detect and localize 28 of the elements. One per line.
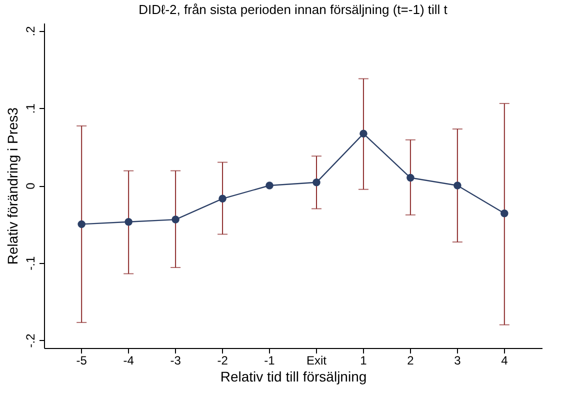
x-tick-label: -4 (123, 354, 134, 368)
y-tick-label: .1 (24, 103, 38, 114)
x-tick-label: 1 (360, 354, 368, 368)
x-tick-label: 3 (454, 354, 462, 368)
y-tick-label: -.1 (24, 256, 38, 270)
point (500, 209, 508, 218)
point (406, 174, 414, 182)
y-tick-label: 0 (24, 182, 38, 190)
x-tick-label: Exit (306, 354, 328, 368)
x-tick-label: -2 (217, 354, 228, 368)
point (360, 130, 368, 138)
point (454, 182, 462, 190)
point (172, 216, 180, 224)
y-tick-label: .2 (24, 26, 38, 36)
x-axis-title: Relativ tid till försäljning (220, 368, 367, 384)
point (266, 182, 274, 190)
chart-title: DIDℓ-2, från sista perioden innan försäljning (t=-1) till t (138, 2, 448, 17)
x-tick-label: 2 (407, 354, 414, 368)
point (312, 178, 320, 186)
point (78, 220, 86, 228)
point (218, 194, 226, 203)
x-tick-label: 4 (501, 354, 508, 368)
y-axis-title: Relativ förändring i Pres3 (4, 107, 20, 265)
x-tick-label: -1 (264, 354, 276, 368)
point (124, 218, 132, 226)
x-tick-label: -5 (76, 354, 88, 368)
y-tick-label: -.2 (24, 333, 38, 348)
x-tick-label: -3 (170, 354, 182, 368)
